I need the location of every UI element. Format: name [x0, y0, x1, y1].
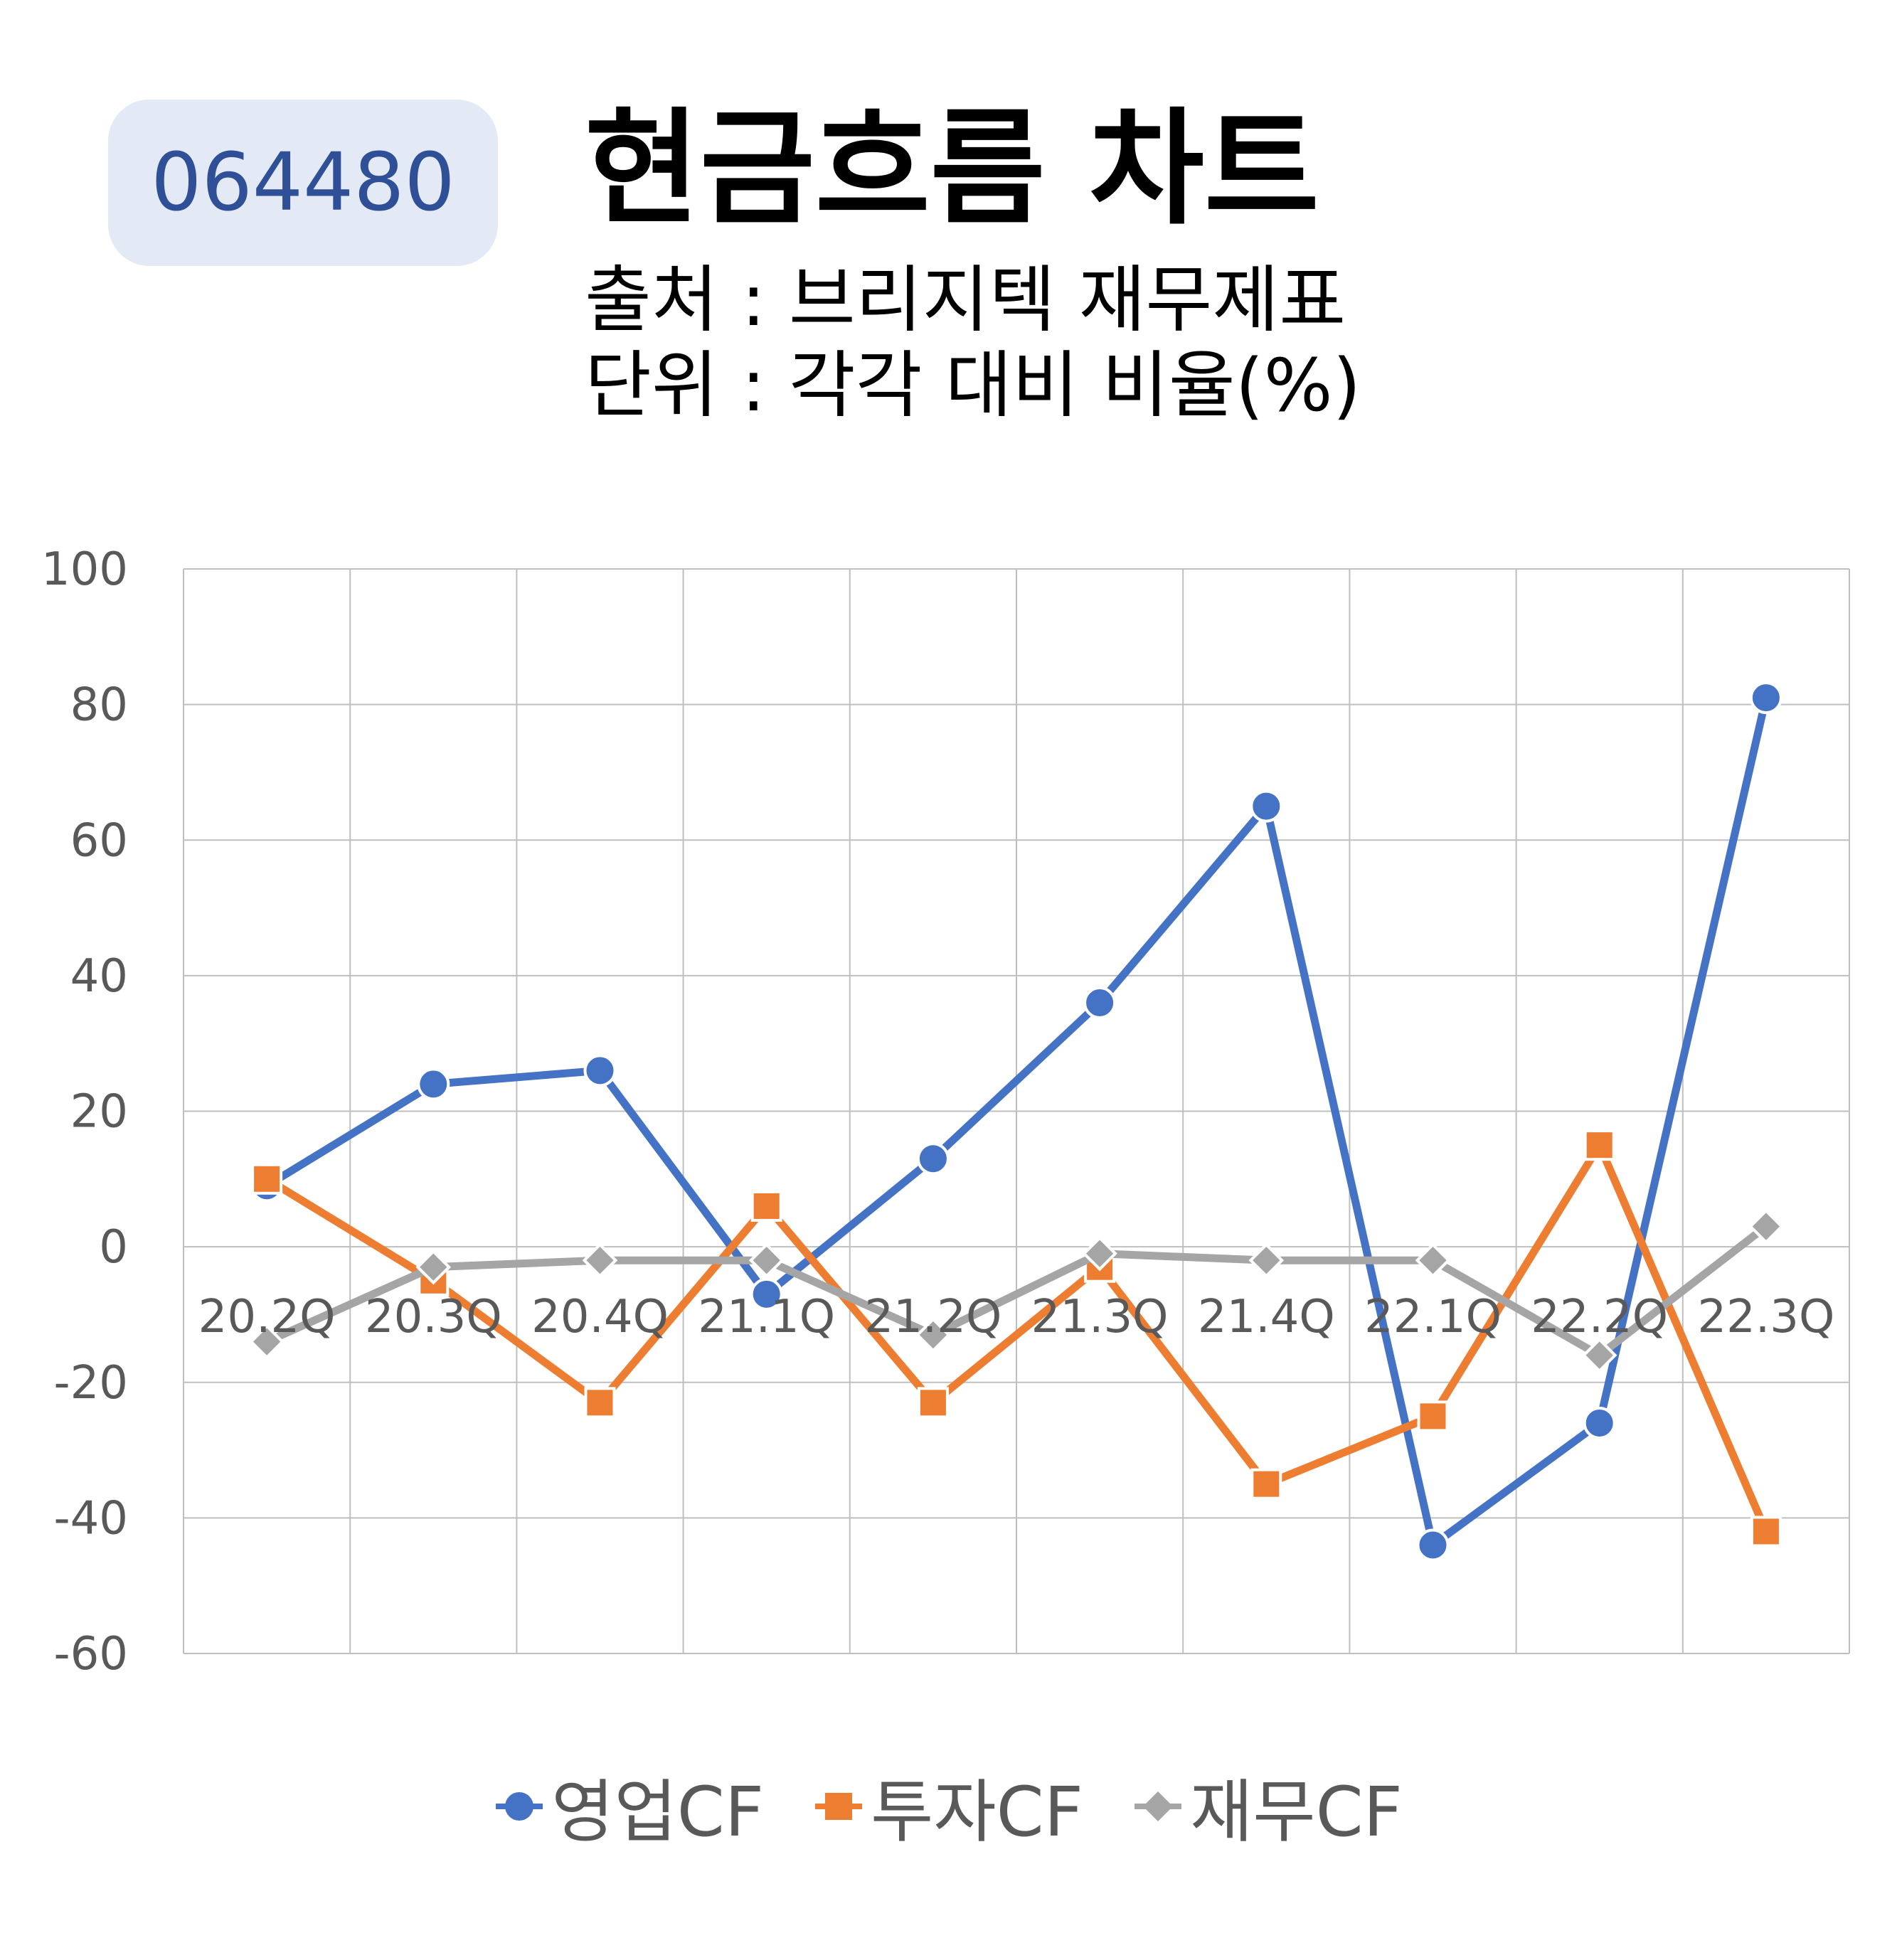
data-point — [415, 1249, 452, 1285]
x-tick-label: 21.3Q — [1031, 1291, 1169, 1343]
data-point — [1250, 789, 1283, 823]
series-line — [262, 693, 1770, 1549]
data-point — [1248, 1242, 1285, 1279]
data-point — [1082, 1235, 1117, 1272]
x-tick-label: 21.1Q — [698, 1291, 835, 1343]
x-tick-label: 22.3Q — [1697, 1291, 1834, 1343]
y-tick-label: 80 — [70, 679, 128, 732]
data-point — [1083, 986, 1117, 1019]
data-point — [750, 1277, 783, 1311]
x-tick-label: 20.3Q — [365, 1291, 502, 1343]
data-point — [1748, 1208, 1784, 1245]
data-point — [1415, 1242, 1451, 1279]
data-point — [750, 1190, 782, 1222]
y-tick-label: 20 — [70, 1086, 128, 1139]
legend: 영업CF 투자CF 재무CF — [0, 1757, 1897, 1855]
data-point — [249, 1323, 285, 1360]
data-point — [1583, 1406, 1616, 1439]
data-point — [1417, 1400, 1449, 1432]
y-tick-label: 0 — [99, 1221, 128, 1274]
y-tick-label: 60 — [70, 814, 128, 867]
x-tick-label: 20.4Q — [531, 1291, 669, 1343]
x-axis-ticks: 20.2Q 20.3Q 20.4Q 21.1Q 21.2Q 21.3Q 21.4Q 22.1Q… — [198, 1291, 1835, 1343]
x-tick-label: 22.2Q — [1531, 1291, 1668, 1343]
data-point — [1416, 1528, 1450, 1562]
data-point — [1250, 1468, 1282, 1500]
legend-label: 영업CF — [551, 1772, 765, 1852]
data-point — [1750, 1516, 1782, 1548]
y-tick-label: -20 — [53, 1357, 128, 1410]
x-tick-label: 21.4Q — [1198, 1291, 1335, 1343]
series-line — [262, 1223, 1770, 1360]
legend-item-3: 재무CF — [1133, 1757, 1403, 1855]
data-point — [251, 1163, 283, 1195]
source-text: 출처 : 브리지텍 재무제표 — [585, 258, 1346, 343]
x-tick-label: 21.2Q — [864, 1291, 1001, 1343]
y-tick-label: 100 — [41, 543, 128, 596]
stock-code: 064480 — [151, 137, 455, 229]
series-lines — [249, 681, 1784, 1562]
legend-item-2: 투자CF — [814, 1757, 1083, 1855]
square-marker-icon — [815, 1792, 863, 1820]
legend-label: 투자CF — [871, 1772, 1083, 1852]
data-point — [417, 1067, 450, 1101]
series-3 — [249, 1208, 1784, 1373]
unit-text: 단위 : 각각 대비 비율(%) — [585, 343, 1361, 428]
stock-code-badge: 064480 — [108, 100, 498, 266]
data-point — [582, 1242, 618, 1279]
series-line — [262, 1141, 1770, 1535]
data-point — [748, 1242, 785, 1279]
data-point — [1749, 681, 1782, 715]
data-point — [916, 1142, 950, 1176]
legend-label: 재무CF — [1189, 1772, 1403, 1852]
legend-item-1: 영업CF — [494, 1757, 764, 1855]
data-point — [584, 1387, 616, 1419]
chart-title: 현금흐름 차트 — [585, 96, 1319, 242]
x-tick-label: 22.1Q — [1364, 1291, 1502, 1343]
data-point — [915, 1317, 951, 1353]
data-point — [1581, 1337, 1617, 1373]
grid-lines — [183, 568, 1850, 1654]
x-tick-label: 20.2Q — [198, 1291, 336, 1343]
y-axis-ticks: 100 80 60 40 20 0 -20 -40 -60 — [41, 543, 128, 1681]
diamond-marker-icon — [1134, 1791, 1181, 1821]
data-point — [917, 1387, 949, 1419]
y-tick-label: 40 — [70, 950, 128, 1003]
data-point — [1583, 1129, 1615, 1161]
data-point — [583, 1054, 617, 1087]
circle-marker-icon — [496, 1791, 543, 1821]
cashflow-line-chart: 100 80 60 40 20 0 -20 -40 -60 20.2Q 20.3Q 20.4Q 21.… — [41, 543, 1850, 1681]
y-tick-label: -60 — [53, 1628, 128, 1681]
y-tick-label: -40 — [53, 1492, 128, 1545]
